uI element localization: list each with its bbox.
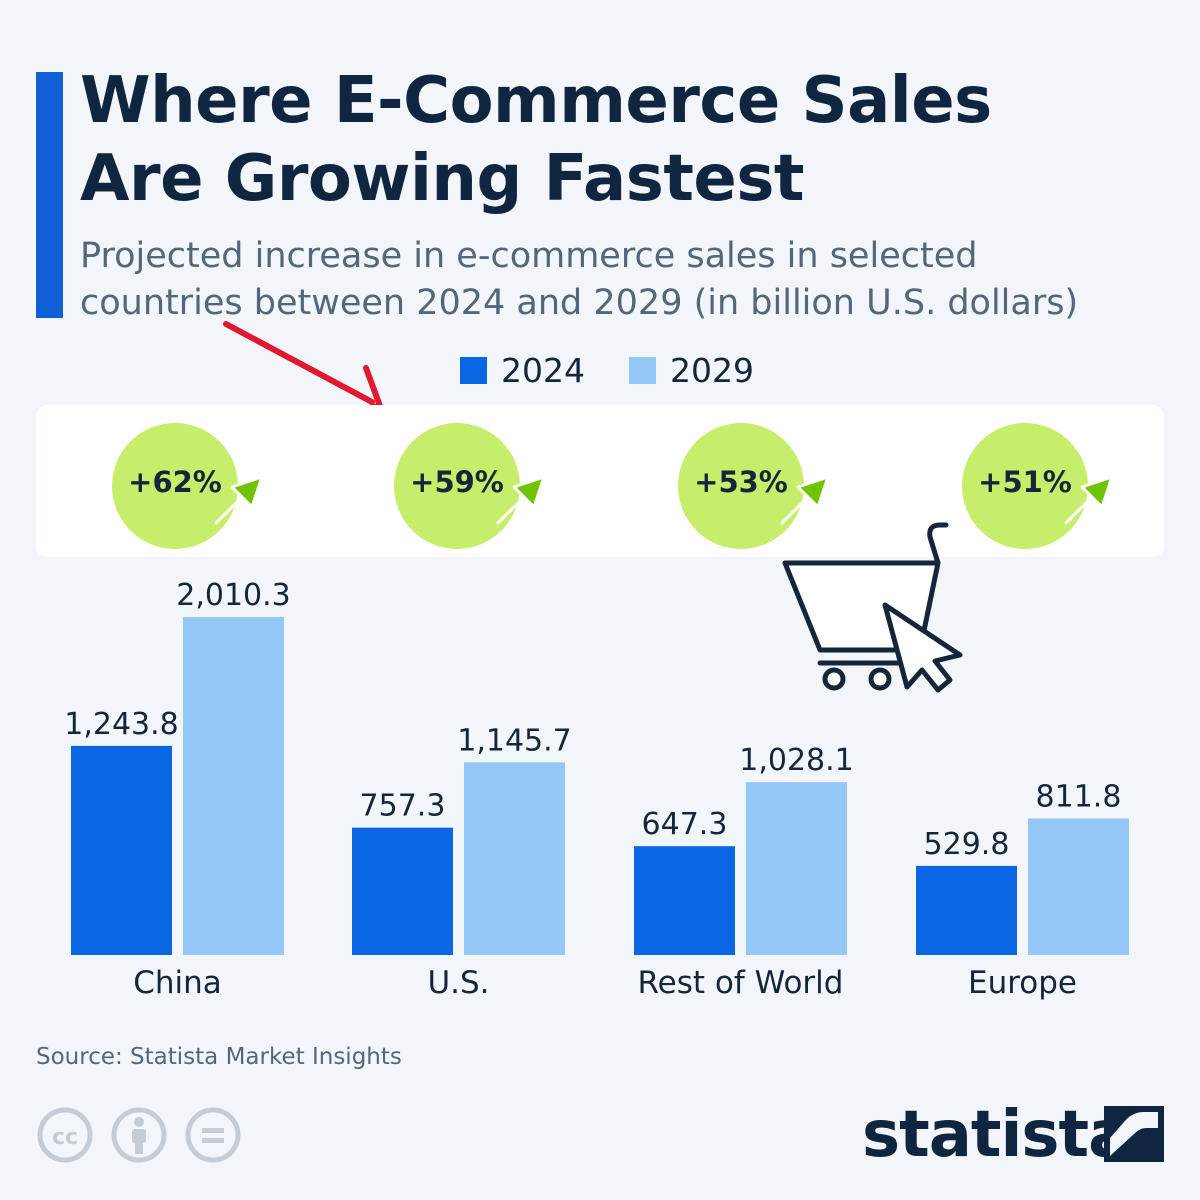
- chart-title: Where E-Commerce Sales Are Growing Faste…: [80, 62, 1160, 218]
- arrow-up-right-icon: [780, 475, 830, 525]
- data-label-2024-1: 757.3: [360, 789, 446, 824]
- bar-2029-2: [746, 782, 847, 955]
- bar-2029-1: [464, 762, 565, 955]
- legend-swatch-2029: [628, 356, 656, 384]
- growth-label-europe: +51%: [978, 465, 1072, 499]
- chart-subtitle: Projected increase in e-commerce sales i…: [80, 233, 1180, 327]
- statista-wordmark[interactable]: statista: [862, 1098, 1131, 1172]
- legend-label-2029: 2029: [669, 350, 754, 390]
- data-label-2029-2: 1,028.1: [739, 743, 854, 778]
- shopping-cart-icon: [782, 522, 963, 693]
- no-derivatives-icon: [185, 1107, 241, 1163]
- data-label-2029-1: 1,145.7: [457, 723, 572, 758]
- data-label-2024-3: 529.8: [924, 827, 1010, 862]
- category-label-3: Europe: [968, 965, 1077, 1001]
- growth-circle: [112, 423, 238, 549]
- arrow-up-right-icon: [496, 475, 546, 525]
- bar-chart: 1,243.8 2,010.3 China 757.3 1,145.7 U.S. 647.3…: [64, 578, 1129, 1001]
- arrow-up-right-icon: [1064, 475, 1114, 525]
- svg-text:cc: cc: [52, 1125, 78, 1150]
- chart-legend: 2024 2029: [460, 350, 798, 390]
- creative-commons-icon: cc: [37, 1107, 93, 1163]
- data-label-2029-3: 811.8: [1036, 780, 1122, 815]
- title-line-2: Are Growing Fastest: [80, 142, 805, 216]
- legend-item-2024: 2024: [460, 351, 585, 390]
- statista-logo-icon[interactable]: [1104, 1106, 1164, 1162]
- growth-badge-rest-of-world: +53%: [678, 423, 838, 553]
- title-accent-bar: [36, 72, 63, 318]
- license-icons: cc: [36, 1106, 258, 1164]
- growth-label-rest-of-world: +53%: [694, 465, 788, 499]
- category-label-0: China: [133, 965, 222, 1001]
- arrow-up-right-icon: [214, 475, 264, 525]
- bar-2029-3: [1028, 818, 1129, 955]
- growth-circle: [962, 423, 1088, 549]
- growth-label-us: +59%: [410, 465, 504, 499]
- bar-2024-2: [634, 846, 735, 955]
- data-label-2024-0: 1,243.8: [64, 707, 179, 742]
- source-note: Source: Statista Market Insights: [36, 1044, 402, 1070]
- bar-2024-1: [352, 827, 453, 955]
- growth-badge-china: +62%: [112, 423, 272, 553]
- growth-circle: [394, 423, 520, 549]
- growth-badge-europe: +51%: [962, 423, 1122, 553]
- growth-panel: +62% +59% +53% +51%: [36, 405, 1164, 557]
- bar-2029-0: [183, 617, 284, 955]
- legend-swatch-2024: [460, 356, 487, 384]
- category-label-2: Rest of World: [638, 965, 844, 1001]
- subtitle-line-2: countries between 2024 and 2029 (in bill…: [80, 283, 1079, 323]
- attribution-icon: [111, 1107, 167, 1163]
- legend-label-2024: 2024: [501, 350, 585, 390]
- data-label-2029-0: 2,010.3: [176, 578, 291, 613]
- bar-2024-0: [71, 745, 172, 955]
- growth-badge-us: +59%: [394, 423, 554, 553]
- data-label-2024-2: 647.3: [642, 807, 728, 842]
- bar-2024-3: [916, 865, 1017, 955]
- growth-label-china: +62%: [128, 465, 222, 499]
- title-line-1: Where E-Commerce Sales: [80, 64, 992, 138]
- subtitle-line-1: Projected increase in e-commerce sales i…: [80, 236, 978, 276]
- legend-item-2029: 2029: [628, 350, 754, 390]
- cursor-pointer-icon: [882, 602, 963, 693]
- growth-circle: [678, 423, 804, 549]
- category-label-1: U.S.: [427, 965, 489, 1001]
